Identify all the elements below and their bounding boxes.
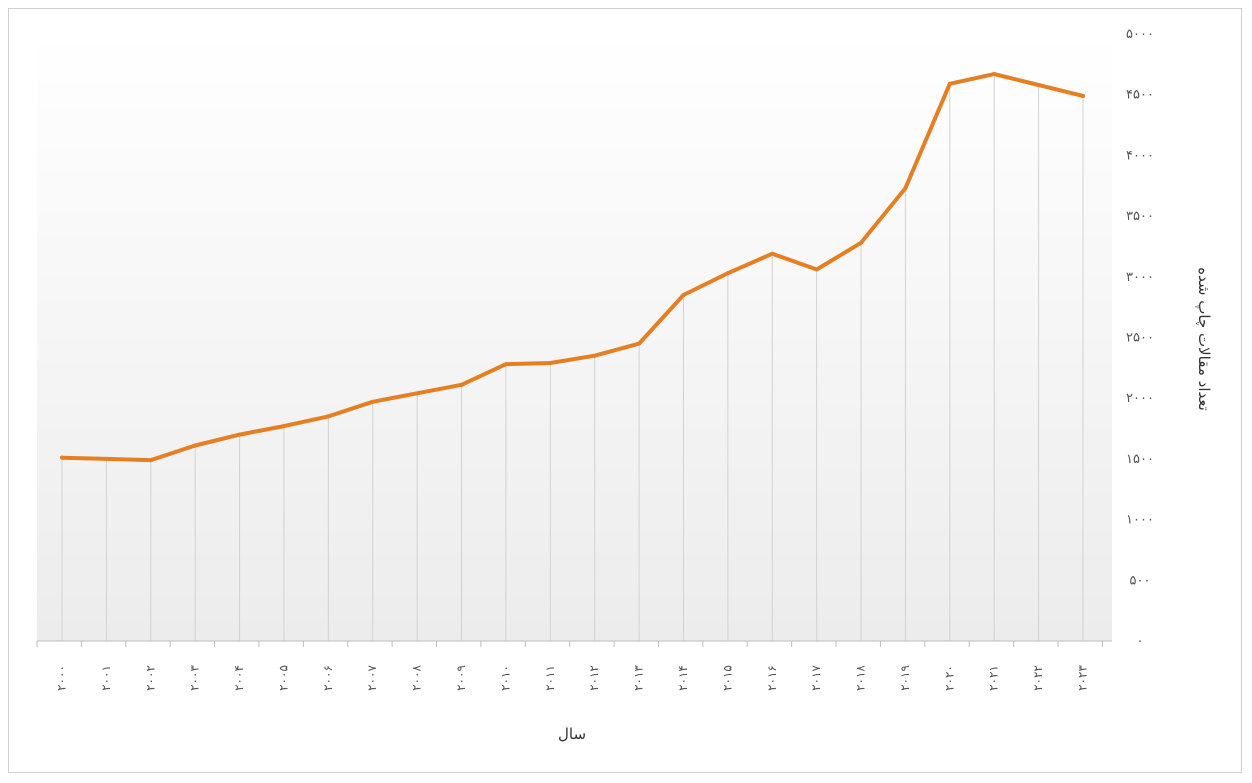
x-tick-label: ۲۰۲۱ xyxy=(987,665,1001,691)
x-tick-label: ۲۰۱۸ xyxy=(854,665,868,691)
y-axis-title: تعداد مقالات چاپ شده xyxy=(1195,267,1213,411)
x-tick-label: ۲۰۱۶ xyxy=(765,665,779,691)
data-point xyxy=(725,271,730,276)
x-tick-label: ۲۰۱۴ xyxy=(676,665,690,691)
data-point xyxy=(193,443,198,448)
data-point xyxy=(459,382,464,387)
plot-area xyxy=(37,34,1112,641)
data-point xyxy=(104,456,109,461)
x-tick-label: ۲۰۱۹ xyxy=(898,665,912,691)
x-axis-title: سال xyxy=(558,725,586,743)
x-tick-label: ۲۰۱۱ xyxy=(543,665,557,691)
data-point xyxy=(992,72,997,77)
data-point xyxy=(281,424,286,429)
x-tick-label: ۲۰۲۳ xyxy=(1076,665,1090,691)
y-tick-label: ۵۰۰۰ xyxy=(1126,27,1154,42)
x-tick-label: ۲۰۱۲ xyxy=(587,665,601,691)
x-tick-label: ۲۰۰۶ xyxy=(321,665,335,691)
x-tick-label: ۲۰۱۰ xyxy=(498,665,512,691)
x-tick-label: ۲۰۱۳ xyxy=(632,665,646,691)
data-point xyxy=(770,251,775,256)
data-point xyxy=(1036,82,1041,87)
x-tick-label: ۲۰۰۱ xyxy=(99,665,113,691)
y-tick-label: ۵۰۰ xyxy=(1130,573,1151,588)
data-point xyxy=(60,455,64,460)
y-tick-label: ۱۵۰۰ xyxy=(1126,452,1154,467)
x-tick-label: ۲۰۰۵ xyxy=(276,665,290,691)
data-point xyxy=(592,353,597,358)
y-tick-label: ۱۰۰۰ xyxy=(1126,513,1154,528)
data-point xyxy=(370,399,375,404)
data-point xyxy=(548,360,553,365)
data-point xyxy=(859,240,864,245)
line-chart: ۰ ۵۰۰ ۱۰۰۰ ۱۵۰۰ ۲۰۰۰ ۲۵۰۰ ۳۰۰۰ ۳۵۰۰ ۴۰۰۰ ۴۵۰۰ ۵۰۰۰… xyxy=(36,27,1213,743)
chart-frame: ۰ ۵۰۰ ۱۰۰۰ ۱۵۰۰ ۲۰۰۰ ۲۵۰۰ ۳۰۰۰ ۳۵۰۰ ۴۰۰۰ ۴۵۰۰ ۵۰۰۰… xyxy=(8,8,1242,773)
data-point xyxy=(681,293,686,298)
y-tick-label: ۲۰۰۰ xyxy=(1126,391,1154,406)
x-tick-label: ۲۰۰۹ xyxy=(454,665,468,691)
x-tick-label: ۲۰۰۰ xyxy=(55,665,69,691)
x-tick-label: ۲۰۰۴ xyxy=(232,665,246,691)
x-tick-label: ۲۰۲۰ xyxy=(942,665,956,691)
x-tick-label: ۲۰۰۲ xyxy=(143,665,157,691)
data-point xyxy=(148,458,153,463)
data-point xyxy=(326,414,331,419)
data-point xyxy=(1081,93,1085,98)
data-point xyxy=(503,362,508,367)
y-tick-label: ۴۰۰۰ xyxy=(1126,148,1154,163)
x-axis-tick-labels: ۲۰۰۰ ۲۰۰۱ ۲۰۰۲ ۲۰۰۳ ۲۰۰۴ ۲۰۰۵ ۲۰۰۶ ۲۰۰۷ ۲۰۰۸ ۲۰۰۹… xyxy=(55,665,1090,691)
x-axis-ticks xyxy=(36,641,1103,647)
x-tick-label: ۲۰۰۷ xyxy=(365,665,379,691)
y-tick-label: ۰ xyxy=(1137,634,1144,649)
x-tick-label: ۲۰۲۲ xyxy=(1031,665,1045,691)
data-point xyxy=(637,341,642,346)
y-tick-label: ۳۰۰۰ xyxy=(1126,270,1154,285)
x-tick-label: ۲۰۰۸ xyxy=(410,665,424,691)
x-tick-label: ۲۰۰۳ xyxy=(188,665,202,691)
x-tick-label: ۲۰۱۵ xyxy=(720,665,734,691)
x-tick-label: ۲۰۱۷ xyxy=(809,665,823,691)
data-point xyxy=(903,186,908,191)
y-tick-label: ۳۵۰۰ xyxy=(1126,209,1154,224)
data-point xyxy=(415,391,420,396)
data-point xyxy=(237,432,242,437)
data-point xyxy=(947,81,952,86)
drop-lines xyxy=(61,74,1084,641)
y-axis-tick-labels: ۰ ۵۰۰ ۱۰۰۰ ۱۵۰۰ ۲۰۰۰ ۲۵۰۰ ۳۰۰۰ ۳۵۰۰ ۴۰۰۰ ۴۵۰۰ ۵۰۰۰ xyxy=(1126,27,1154,649)
series-line xyxy=(60,72,1085,463)
y-tick-label: ۲۵۰۰ xyxy=(1126,331,1154,346)
series-layer xyxy=(60,72,1085,463)
data-point xyxy=(814,267,819,272)
y-tick-label: ۴۵۰۰ xyxy=(1126,88,1154,103)
